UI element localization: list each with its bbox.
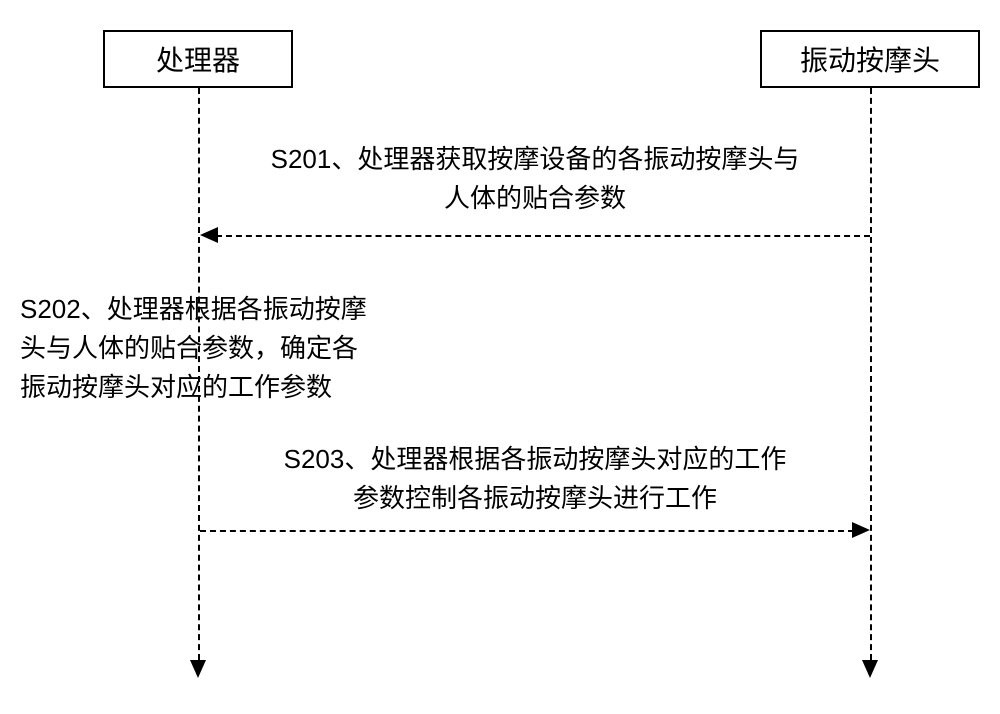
message-s201-arrowhead bbox=[200, 227, 218, 243]
sequence-diagram: 处理器 振动按摩头 S201、处理器获取按摩设备的各振动按摩头与 人体的贴合参数… bbox=[0, 0, 1000, 714]
message-s202-line3: 振动按摩头对应的工作参数 bbox=[20, 372, 332, 402]
message-s201-line2: 人体的贴合参数 bbox=[444, 183, 626, 213]
message-s203-line1: S203、处理器根据各振动按摩头对应的工作 bbox=[284, 444, 787, 474]
message-s201-line1: S201、处理器获取按摩设备的各振动按摩头与 bbox=[271, 144, 800, 174]
participant-processor-label: 处理器 bbox=[156, 39, 240, 79]
message-s203-arrow-line bbox=[200, 530, 854, 532]
message-s203-arrowhead bbox=[852, 522, 870, 538]
message-s201-label: S201、处理器获取按摩设备的各振动按摩头与 人体的贴合参数 bbox=[250, 140, 820, 218]
message-s202-label: S202、处理器根据各振动按摩 头与人体的贴合参数，确定各 振动按摩头对应的工作… bbox=[20, 290, 400, 407]
message-s203-line2: 参数控制各振动按摩头进行工作 bbox=[353, 483, 717, 513]
message-s201-arrow-line bbox=[216, 235, 870, 237]
lifeline-right bbox=[870, 88, 872, 660]
participant-massage-head: 振动按摩头 bbox=[760, 30, 980, 88]
message-s202-line2: 头与人体的贴合参数，确定各 bbox=[20, 333, 358, 363]
participant-massage-head-label: 振动按摩头 bbox=[800, 39, 940, 79]
message-s203-label: S203、处理器根据各振动按摩头对应的工作 参数控制各振动按摩头进行工作 bbox=[260, 440, 810, 518]
lifeline-right-arrow bbox=[862, 660, 878, 678]
message-s202-line1: S202、处理器根据各振动按摩 bbox=[20, 294, 367, 324]
participant-processor: 处理器 bbox=[103, 30, 293, 88]
lifeline-left-arrow bbox=[190, 660, 206, 678]
